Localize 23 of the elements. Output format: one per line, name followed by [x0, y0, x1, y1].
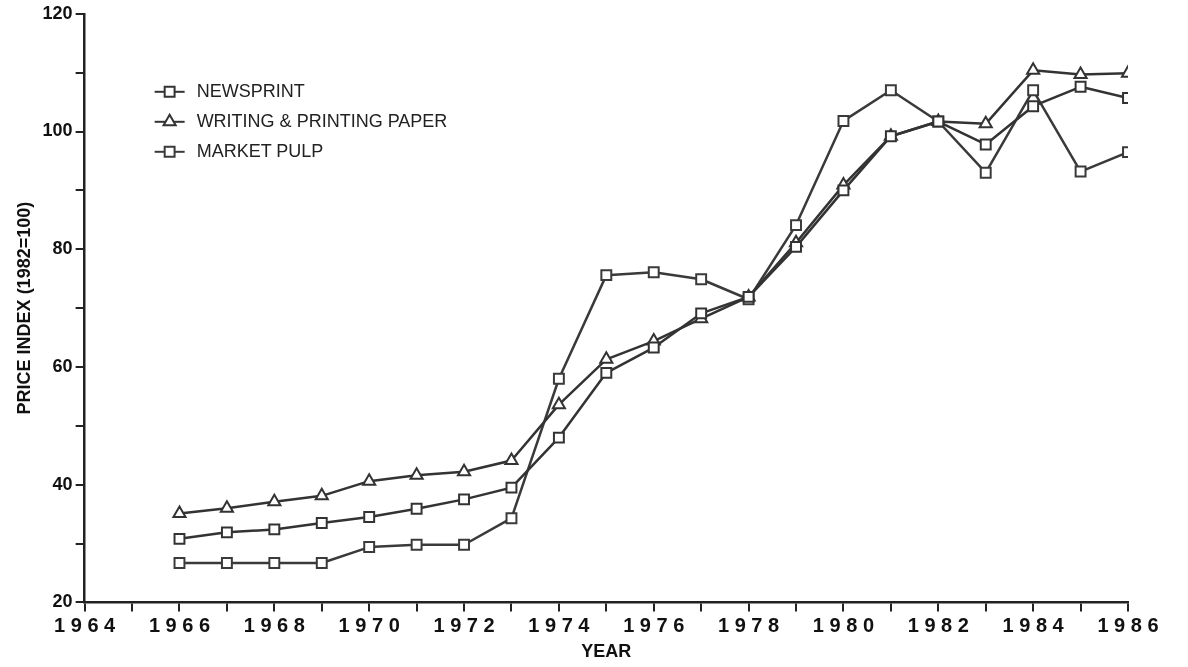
- x-axis-title: YEAR: [581, 641, 632, 662]
- x-tick-label: 1 9 7 2: [433, 613, 495, 636]
- x-tick-label: 1 9 8 0: [812, 613, 875, 636]
- legend-label: NEWSPRINT: [196, 80, 305, 101]
- legend-label: MARKET PULP: [196, 140, 324, 161]
- x-tick-label: 1 9 6 6: [148, 613, 211, 636]
- x-tick-label: 1 9 6 8: [243, 613, 305, 636]
- x-tick-label: 1 9 7 6: [623, 613, 685, 636]
- y-tick-label: 20: [52, 591, 73, 612]
- y-tick-label: 100: [42, 120, 73, 141]
- x-tick-label: 1 9 8 2: [907, 613, 969, 636]
- y-tick-label: 120: [42, 2, 73, 23]
- y-tick-label: 40: [52, 473, 73, 494]
- x-tick-label: 1 9 6 4: [54, 613, 117, 636]
- x-tick-label: 1 9 7 4: [528, 613, 591, 636]
- y-axis-title: PRICE INDEX (1982=100): [13, 201, 34, 415]
- x-tick-label: 1 9 7 8: [718, 613, 780, 636]
- x-tick-label: 1 9 7 0: [338, 613, 400, 636]
- x-tick-label: 1 9 8 6: [1097, 613, 1159, 636]
- y-tick-label: 60: [52, 355, 73, 376]
- legend-label: WRITING & PRINTING PAPER: [196, 110, 448, 131]
- y-tick-label: 80: [52, 238, 73, 259]
- x-tick-label: 1 9 8 4: [1002, 613, 1065, 636]
